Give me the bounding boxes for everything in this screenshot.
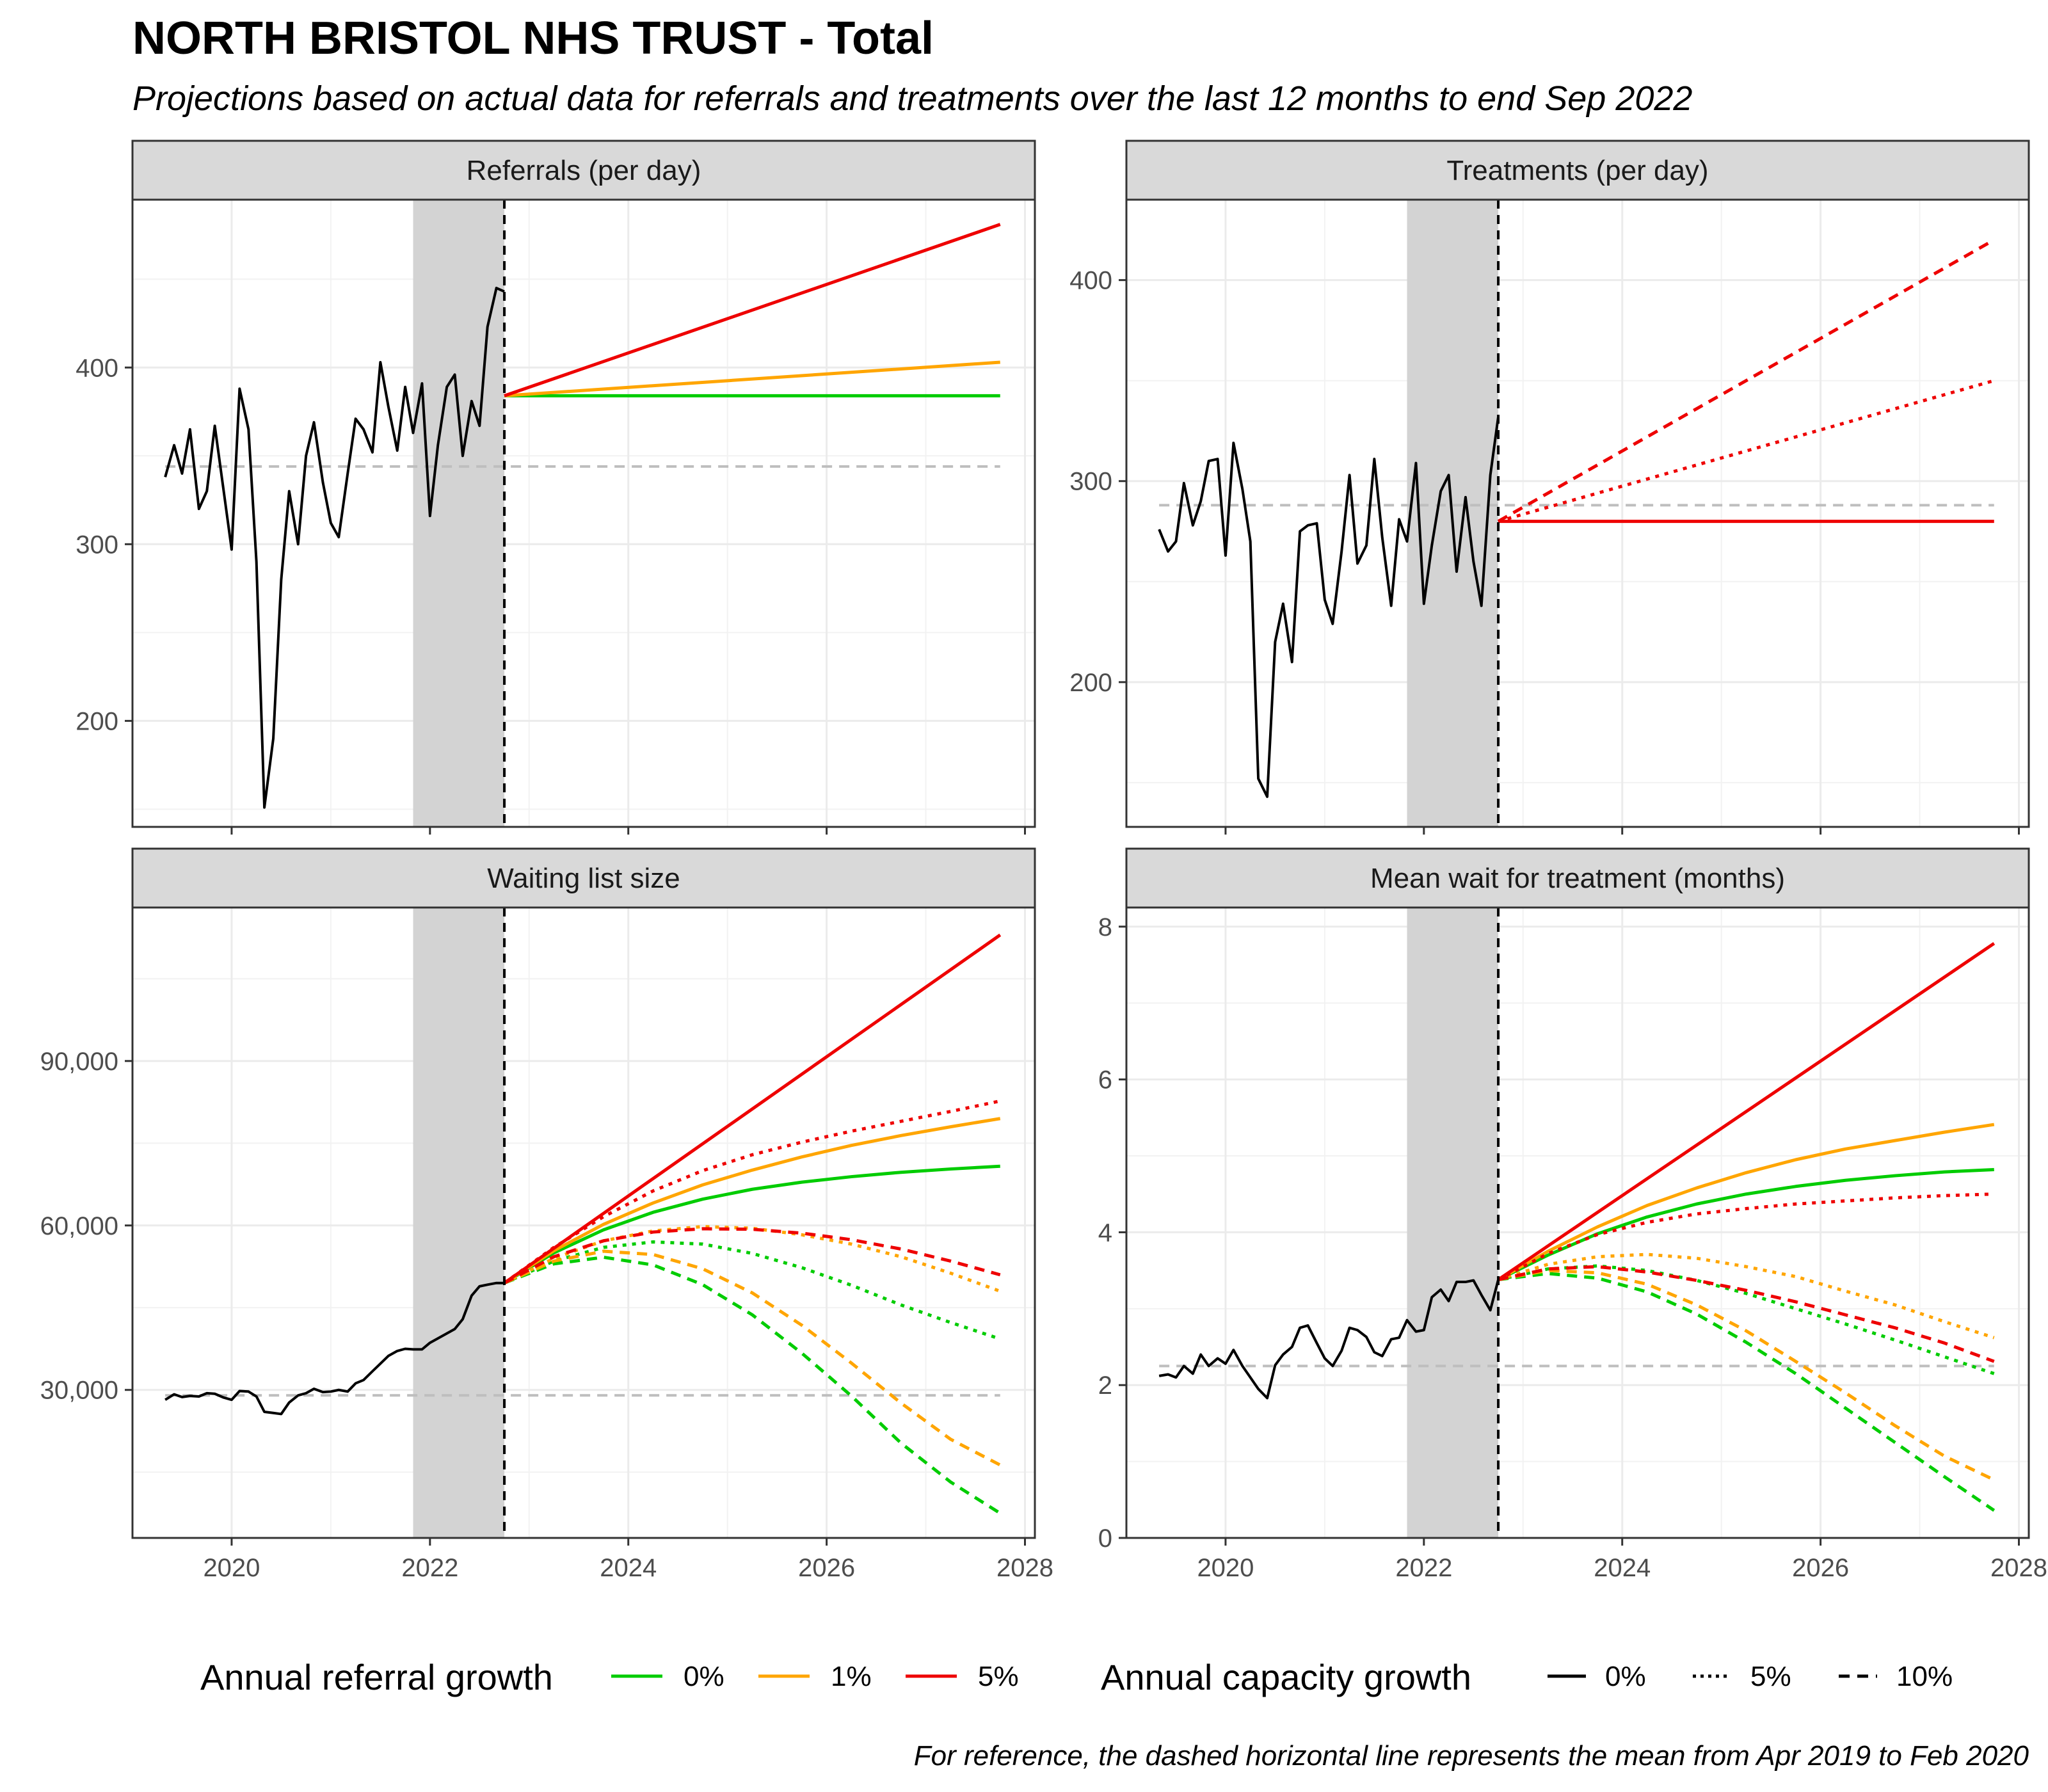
x-tick-label: 2026 — [798, 1554, 855, 1582]
x-tick-label: 2024 — [1594, 1554, 1651, 1582]
legend-referral-growth: Annual referral growth 0% 1% 5% — [200, 1657, 1019, 1697]
series-projection-ref5pct-cap10pct — [1497, 238, 1996, 523]
series-actual — [164, 1281, 505, 1416]
x-tick-label: 2028 — [1990, 1554, 2047, 1582]
series-projection-ref0pct-cap5pct — [1498, 1264, 1995, 1375]
series-actual — [1158, 416, 1500, 798]
strip-background — [131, 140, 1036, 201]
strip-background — [131, 847, 1036, 909]
x-tick-label: 2022 — [401, 1554, 458, 1582]
x-tick-label: 2028 — [996, 1554, 1053, 1582]
shaded-period — [1407, 908, 1499, 1538]
series-projection-ref1pct-cap5pct — [1498, 1252, 1995, 1340]
series-projection-ref1pct-cap0pct — [504, 360, 1000, 397]
y-tick-label: 0 — [1098, 1524, 1112, 1553]
legend-title: Annual capacity growth — [1101, 1657, 1471, 1697]
y-tick-label: 30,000 — [40, 1377, 118, 1405]
panel-title: Referrals (per day) — [467, 155, 701, 186]
series-projection-ref1pct-cap10pct — [504, 1249, 1001, 1467]
panel-background — [1126, 908, 2029, 1538]
series-projection-ref5pct-cap0pct — [1497, 942, 1996, 1281]
legend-label: 0% — [684, 1661, 724, 1692]
shaded-period — [413, 200, 505, 827]
y-tick-label: 8 — [1098, 913, 1112, 941]
panel-mean-wait: Mean wait for treatment (months) 0 2 4 6 8 20… — [1098, 847, 2047, 1582]
y-tick-label: 400 — [76, 354, 118, 382]
x-tick-label: 2024 — [600, 1554, 657, 1582]
plot-area: 200 300 400 — [1069, 198, 2030, 835]
strip-background — [1125, 140, 2030, 201]
panel-referrals: Referrals (per day) 200 300 400 — [76, 140, 1036, 835]
legend-label: 5% — [978, 1661, 1019, 1692]
legend-label: 0% — [1605, 1661, 1646, 1692]
panel-background — [1126, 200, 2029, 827]
panel-waiting-list: Waiting list size 30,000 60,000 90,000 2020… — [40, 847, 1053, 1582]
y-tick-label: 4 — [1098, 1219, 1112, 1247]
series-projection-ref5pct-cap5pct — [1497, 1192, 1994, 1281]
series-projection-ref1pct-cap10pct — [1498, 1268, 1995, 1482]
series-projection-ref5pct-cap5pct — [503, 1099, 1001, 1284]
series-projection-ref1pct-cap0pct — [1497, 1123, 1995, 1281]
plot-area: 30,000 60,000 90,000 2020 2022 2024 2026 2028 — [40, 906, 1053, 1582]
legend-capacity-growth: Annual capacity growth 0% 5% 10% — [1101, 1657, 1953, 1697]
shaded-period — [413, 908, 505, 1538]
series-projection-ref5pct-cap0pct — [504, 223, 1001, 397]
legend-label: 5% — [1750, 1661, 1791, 1692]
panel-background — [132, 908, 1035, 1538]
x-tick-label: 2026 — [1792, 1554, 1849, 1582]
chart-title: NORTH BRISTOL NHS TRUST - Total — [132, 13, 934, 64]
y-tick-label: 300 — [76, 531, 118, 559]
chart-subtitle: Projections based on actual data for ref… — [132, 79, 1692, 118]
y-tick-label: 300 — [1069, 468, 1112, 496]
panel-title: Treatments (per day) — [1446, 155, 1708, 186]
series-projection-ref0pct-cap0pct — [1497, 1168, 1994, 1281]
series-projection-ref1pct-cap0pct — [503, 1117, 1001, 1284]
series-actual — [1158, 1279, 1500, 1400]
x-tick-label: 2020 — [1197, 1554, 1254, 1582]
series-projection-ref0pct-cap10pct — [504, 1255, 1002, 1515]
panel-border — [131, 198, 1036, 828]
panel-treatments: Treatments (per day) 200 300 400 — [1069, 140, 2030, 835]
panel-title: Waiting list size — [487, 863, 680, 894]
panel-border — [131, 906, 1036, 1539]
y-tick-label: 200 — [1069, 669, 1112, 697]
y-tick-label: 200 — [76, 707, 118, 735]
series-projection-ref0pct-cap0pct — [503, 1164, 1000, 1284]
strip-background — [1125, 847, 2030, 909]
legend-label: 1% — [831, 1661, 872, 1692]
chart-caption: For reference, the dashed horizontal lin… — [914, 1740, 2029, 1772]
series-projection-ref0pct-cap5pct — [504, 1240, 1001, 1341]
y-tick-label: 90,000 — [40, 1048, 118, 1076]
y-tick-label: 2 — [1098, 1372, 1112, 1400]
x-tick-label: 2022 — [1395, 1554, 1452, 1582]
plot-area: 0 2 4 6 8 2020 2022 2024 2026 2028 — [1098, 906, 2047, 1582]
panel-title: Mean wait for treatment (months) — [1370, 863, 1785, 894]
x-tick-label: 2020 — [203, 1554, 260, 1582]
series-projection-ref5pct-cap10pct — [1498, 1265, 1995, 1363]
panel-border — [1125, 198, 2030, 828]
series-projection-ref5pct-cap0pct — [503, 933, 1002, 1284]
legend-title: Annual referral growth — [200, 1657, 553, 1697]
series-projection-ref0pct-cap10pct — [1498, 1272, 1996, 1512]
panel-border — [1125, 906, 2030, 1539]
panel-background — [132, 200, 1035, 827]
legend-label: 10% — [1896, 1661, 1953, 1692]
y-tick-label: 60,000 — [40, 1212, 118, 1240]
series-projection-ref5pct-cap10pct — [503, 1227, 1001, 1284]
plot-area: 200 300 400 — [76, 198, 1036, 835]
series-actual — [164, 287, 505, 809]
y-tick-label: 6 — [1098, 1066, 1112, 1094]
y-tick-label: 400 — [1069, 267, 1112, 295]
